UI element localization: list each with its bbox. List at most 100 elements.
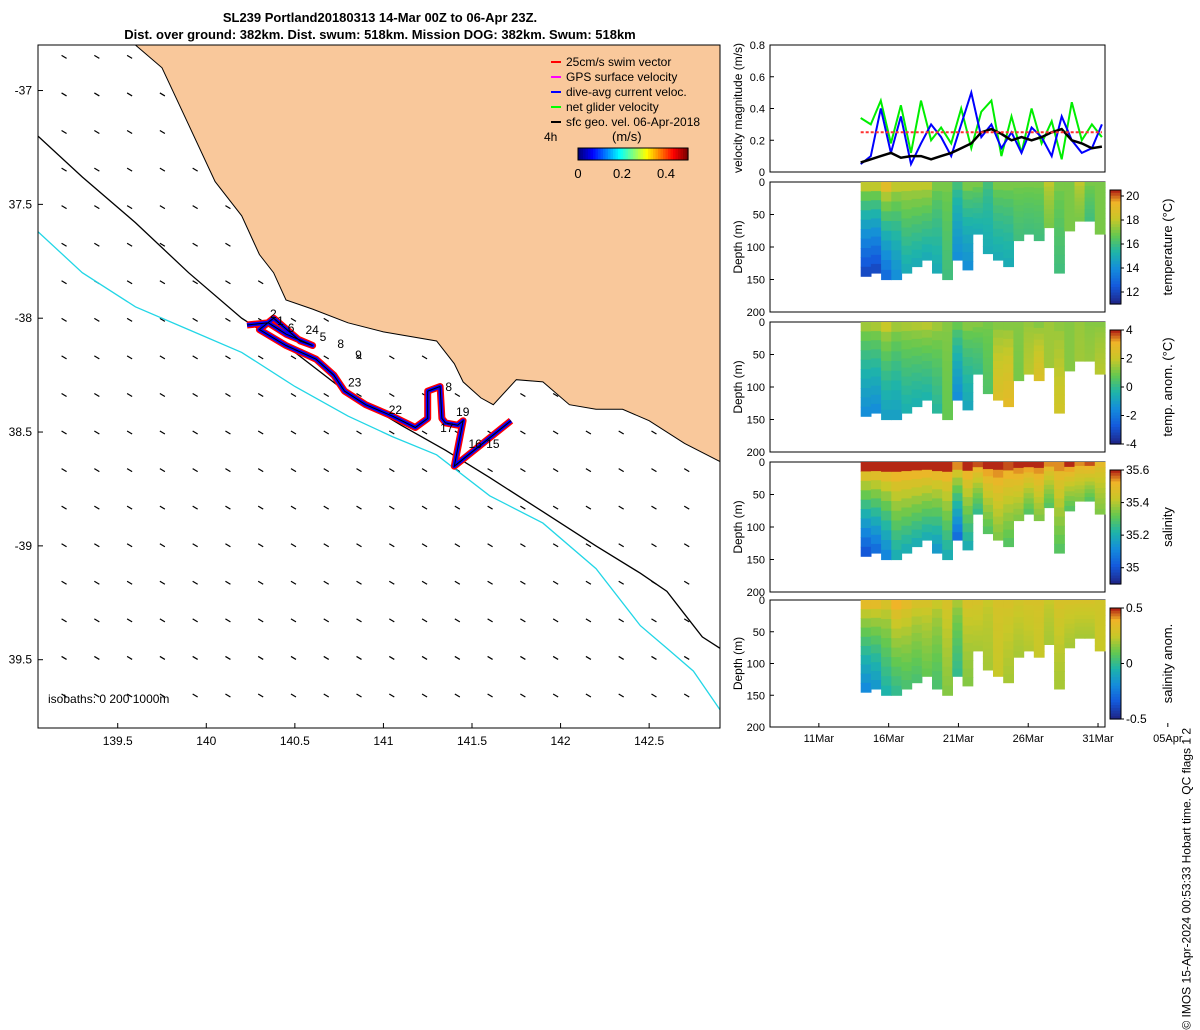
section-colorbar-cell (1110, 332, 1121, 337)
section-colorbar-label: salinity (1160, 507, 1175, 547)
section-cell (962, 608, 974, 618)
colorbar-cell (668, 148, 672, 160)
section-cell (1023, 187, 1035, 193)
colorbar-cell (603, 148, 607, 160)
vector-arrow (159, 505, 166, 510)
section-cell (901, 200, 913, 210)
section-colorbar-cell (1110, 475, 1121, 480)
section-cell (972, 508, 984, 515)
vector-arrow (94, 580, 100, 585)
section-cell (932, 254, 943, 265)
section-cell (1013, 199, 1025, 206)
section-cell (1003, 674, 1014, 684)
section-cell (1064, 462, 1076, 468)
vector-arrow (61, 92, 67, 97)
vector-arrow (159, 167, 166, 172)
section-cell (1074, 611, 1086, 616)
section-y-tick-label: 200 (747, 447, 765, 459)
section-cell (1033, 228, 1045, 236)
colorbar-cell (638, 148, 642, 160)
section-cell (972, 332, 984, 339)
vector-arrow (192, 280, 198, 285)
vector-arrow (585, 655, 592, 660)
section-cell (952, 337, 964, 346)
section-cell (870, 462, 882, 472)
section-cell (891, 351, 903, 362)
section-cell (1013, 462, 1025, 469)
section-colorbar-tick-label: 14 (1126, 261, 1140, 275)
vector-arrow (159, 580, 166, 585)
vector-arrow (257, 618, 264, 623)
section-cell (952, 607, 964, 616)
section-cell (1013, 368, 1025, 376)
section-cell (860, 480, 872, 491)
section-cell (942, 211, 953, 222)
section-cell (921, 661, 933, 670)
section-cell (942, 250, 953, 261)
section-cell (1074, 462, 1086, 467)
colorbar-cell (653, 148, 657, 160)
section-cell (1084, 477, 1096, 483)
section-cell (1074, 353, 1086, 358)
section-colorbar-cell (1110, 238, 1121, 242)
vector-arrow (618, 580, 624, 585)
section-cell (1003, 666, 1014, 675)
section-cell (891, 530, 903, 541)
section-cell (1013, 514, 1025, 522)
colorbar-unit-label: (m/s) (612, 129, 642, 144)
section-cell (1074, 325, 1086, 331)
section-cell (962, 625, 974, 635)
section-cell (1013, 234, 1025, 242)
section-cell (870, 680, 882, 690)
section-cell (1023, 337, 1035, 344)
section-colorbar-cell (1110, 610, 1121, 615)
section-colorbar-cell (1110, 404, 1121, 408)
section-cell (1003, 232, 1014, 242)
colorbar-cell (635, 148, 639, 160)
vector-arrow (683, 655, 690, 660)
vector-arrow (192, 242, 198, 247)
section-colorbar-cell (1110, 201, 1121, 205)
section-cell (881, 520, 892, 531)
section-cell (972, 327, 984, 333)
section-cell (1033, 345, 1045, 352)
section-cell (1003, 207, 1014, 217)
vector-arrow (257, 468, 264, 473)
section-cell (1064, 196, 1076, 203)
section-cell (870, 385, 882, 396)
colorbar-cell (675, 148, 679, 160)
section-cell (870, 340, 882, 350)
section-cell (952, 236, 964, 245)
section-cell (1074, 193, 1086, 199)
vector-arrow (323, 355, 330, 360)
section-cell (1033, 217, 1045, 224)
section-cell (962, 357, 974, 367)
vector-arrow (257, 693, 264, 698)
section-cell (932, 227, 943, 238)
section-cell (911, 258, 923, 268)
section-cell (932, 322, 943, 332)
section-cell (993, 607, 1004, 616)
section-cell (891, 370, 903, 382)
vector-arrow (159, 430, 166, 435)
section-cell (942, 341, 953, 352)
vector-arrow (421, 430, 428, 435)
section-cell (1003, 624, 1014, 634)
section-cell (1074, 485, 1086, 490)
section-cell (921, 508, 933, 518)
section-cell (911, 487, 923, 497)
section-cell (1064, 600, 1076, 606)
vector-arrow (585, 618, 592, 623)
section-cell (1043, 600, 1055, 605)
section-cell (1013, 187, 1025, 195)
section-cell (921, 493, 933, 502)
section-cell (1084, 209, 1096, 214)
section-y-tick-label: 0 (759, 457, 765, 469)
vector-arrow (487, 580, 493, 585)
section-cell (1064, 326, 1076, 333)
section-colorbar-cell (1110, 249, 1121, 254)
isobaths-label: isobaths: 0 200 1000m (48, 692, 169, 706)
section-cell (942, 331, 953, 343)
vector-arrow (192, 543, 198, 548)
section-cell (860, 609, 872, 619)
